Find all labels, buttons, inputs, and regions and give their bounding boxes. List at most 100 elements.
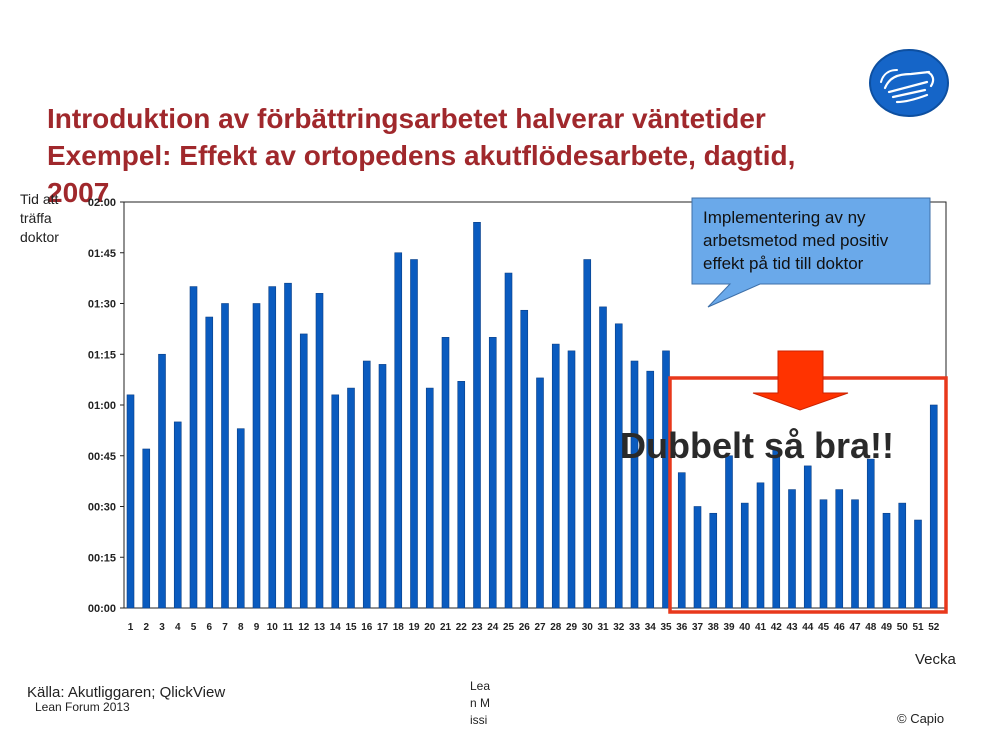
bar-week-34 [646,370,655,609]
bar-week-51 [914,519,922,609]
callout-shape [691,197,931,308]
x-tick-label: 6 [206,622,212,633]
bar-week-30 [583,259,592,609]
bar-week-29 [567,350,576,609]
x-tick-label: 13 [314,622,326,633]
highlight-text: Dubbelt så bra!! [620,425,895,466]
bar-week-26 [520,309,529,609]
bar-week-20 [425,387,434,609]
y-tick-label: 00:00 [88,603,116,615]
x-tick-label: 31 [597,622,609,633]
x-tick-label: 22 [456,622,468,633]
bar-week-24 [488,337,497,609]
x-tick-label: 35 [660,622,672,633]
y-tick-label: 02:00 [88,197,116,209]
bar-week-50 [898,502,907,609]
y-tick-label: 01:45 [88,248,116,260]
x-tick-label: 37 [692,622,704,633]
bar-week-4 [173,421,182,609]
x-tick-label: 17 [377,622,389,633]
x-tick-label: 33 [629,622,641,633]
source-text: Källa: Akutliggaren; QlickView [27,684,226,701]
x-tick-label: 12 [298,622,310,633]
bar-week-41 [756,482,765,609]
x-tick-label: 9 [254,622,260,633]
x-tick-label: 38 [708,622,720,633]
title-line-1: Introduktion av förbättringsarbetet halv… [47,103,766,134]
x-tick-label: 42 [771,622,783,633]
x-tick-label: 49 [881,622,893,633]
bar-week-17 [378,364,387,609]
x-tick-label: 27 [534,622,546,633]
bar-week-32 [614,323,623,609]
x-tick-label: 10 [267,622,279,633]
bar-week-8 [236,428,245,609]
x-tick-label: 34 [645,622,657,633]
bar-week-11 [284,282,292,609]
x-tick-label: 32 [613,622,625,633]
x-tick-label: 2 [143,622,149,633]
bar-week-40 [740,502,749,609]
x-tick-label: 25 [503,622,515,633]
x-tick-label: 14 [330,622,342,633]
bar-week-7 [221,303,229,609]
x-tick-label: 36 [676,622,688,633]
x-tick-label: 18 [393,622,405,633]
bar-week-39 [725,455,733,609]
x-tick-label: 52 [928,622,940,633]
x-tick-label: 19 [408,622,420,633]
x-tick-label: 50 [897,622,909,633]
bar-week-15 [347,387,355,609]
y-axis: 00:00 00:15 00:30 00:45 01:00 01:15 01:30 01:45… [88,197,124,615]
x-tick-label: 4 [175,622,181,633]
x-tick-label: 40 [739,622,751,633]
x-tick-label: 29 [566,622,578,633]
bar-series [126,222,938,609]
x-tick-label: 48 [865,622,877,633]
bar-week-9 [252,303,261,609]
x-tick-label: 1 [128,622,134,633]
bar-week-44 [803,465,812,609]
bar-week-25 [504,272,513,609]
bar-week-16 [362,360,371,609]
x-tick-label: 7 [222,622,228,633]
bar-week-12 [299,333,308,609]
bar-week-18 [394,252,403,609]
x-tick-label: 39 [723,622,735,633]
slide-title: Introduktion av förbättringsarbetet halv… [47,100,947,211]
x-axis-label: Vecka [915,651,956,668]
bar-week-46 [835,489,844,609]
bar-week-31 [599,306,607,609]
x-tick-label: 15 [345,622,357,633]
bar-week-43 [788,489,796,609]
x-tick-label: 23 [471,622,483,633]
bar-week-47 [851,499,859,609]
y-tick-label: 01:00 [88,400,116,412]
x-tick-label: 44 [802,622,814,633]
bar-week-22 [457,381,466,609]
x-tick-label: 20 [424,622,436,633]
x-tick-label: 21 [440,622,452,633]
bar-week-38 [709,512,718,609]
x-tick-label: 26 [519,622,531,633]
footer-event: Lean Forum 2013 [35,700,130,714]
x-tick-label: 51 [912,622,924,633]
bar-week-23 [473,222,481,609]
callout-text: Implementering av ny arbetsmetod med pos… [703,208,889,273]
bar-week-6 [205,316,214,609]
bar-week-28 [551,343,560,609]
bar-week-1 [126,394,135,609]
down-arrow-icon [752,350,849,411]
bar-week-19 [410,259,418,609]
x-tick-label: 41 [755,622,767,633]
y-tick-label: 00:15 [88,552,116,564]
x-tick-label: 16 [361,622,373,633]
title-line-3: 2007 [47,177,110,208]
bar-week-5 [189,286,198,609]
bar-week-13 [315,293,324,609]
bar-week-49 [882,512,891,609]
x-tick-label: 8 [238,622,244,633]
bar-week-27 [536,377,544,609]
x-tick-label: 47 [849,622,861,633]
